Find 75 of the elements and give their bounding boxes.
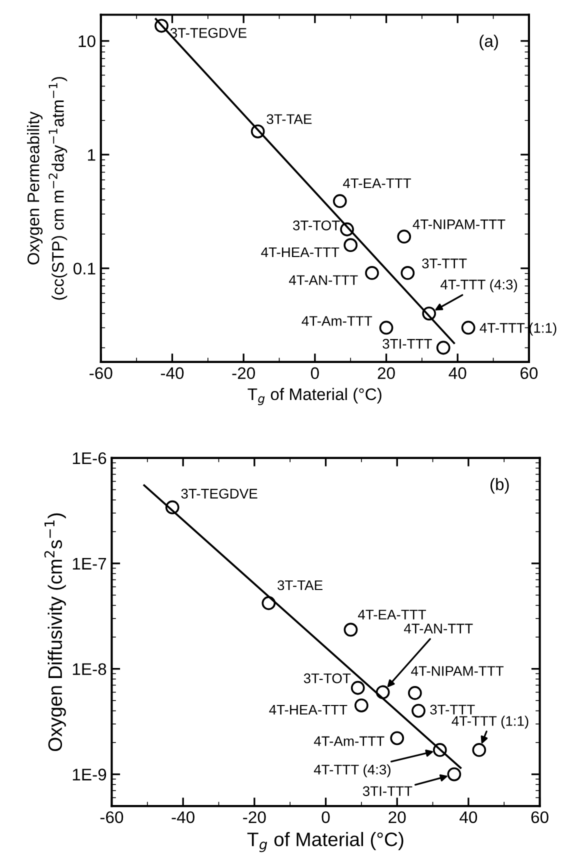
y-axis-title: Oxygen Permeability (cc(STP) cm m$^{−2}$day$^{−1}$atm$^{−1}$)	[27, 77, 68, 300]
annotation: 3TI-TTT	[382, 338, 432, 349]
point	[432, 743, 447, 757]
annotation: 4T-TTT (4:3)	[440, 279, 518, 292]
x-tick-label: -40	[172, 811, 194, 824]
x-tick-label: 40	[460, 811, 478, 824]
annotation: 4T-TTT (4:3)	[314, 764, 390, 778]
annotation: 3T-TTT	[422, 258, 467, 268]
point	[262, 596, 276, 610]
annotation: 4T-Am-TTT	[302, 316, 372, 326]
annotation: 3T-TOT	[293, 220, 340, 230]
x-tick-label: 0	[322, 811, 330, 824]
point	[344, 622, 358, 637]
annotation: 4T-TTT (1:1)	[480, 322, 556, 336]
annotation: 3T-TEGDVE	[170, 28, 246, 38]
annotation: 4T-HEA-TTT	[261, 247, 340, 258]
x-tick-label: -20	[243, 811, 266, 824]
annotation: 4T-AN-TTT	[404, 624, 473, 634]
annotation: 3T-TAE	[278, 580, 322, 590]
annotation: (b)	[490, 478, 509, 494]
point	[350, 680, 365, 695]
x-axis-title: T$_{g}$ of Material (°C)	[248, 388, 382, 406]
x-tick-label: 60	[531, 811, 548, 824]
y-tick-label: 1E-9	[72, 768, 106, 780]
annotation: 4T-HEA-TTT	[269, 705, 348, 715]
annotation: 3T-TTT	[430, 704, 475, 715]
y-axis-title: Oxygen Diffusivity (cm$^{2}$s$^{−1}$)	[44, 513, 66, 752]
annotation: 3T-TAE	[266, 114, 312, 124]
annotation: 4T-Am-TTT	[314, 736, 384, 746]
point	[332, 194, 347, 208]
x-tick-label: -20	[232, 367, 255, 380]
point	[340, 222, 354, 236]
point	[447, 767, 462, 782]
x-tick-label: -60	[100, 811, 124, 824]
annotation: 4T-TTT (1:1)	[452, 716, 528, 729]
point	[250, 124, 265, 138]
point	[461, 320, 476, 335]
x-tick-label: 20	[378, 367, 395, 380]
point	[376, 685, 390, 700]
annotation: 4T-EA-TTT	[342, 178, 412, 188]
x-tick-label: 0	[310, 367, 319, 380]
annotation: (a)	[480, 34, 498, 50]
x-tick-label: 40	[448, 367, 466, 380]
y-tick-label: 1E-7	[72, 558, 106, 570]
annotation: 3TI-TTT	[362, 786, 412, 796]
point	[397, 230, 412, 244]
point	[390, 731, 404, 746]
x-tick-label: -60	[90, 367, 112, 380]
point	[344, 238, 358, 252]
x-tick-label: 20	[388, 811, 406, 824]
x-axis-title: T$_{g}$ of Material (°C)	[247, 832, 404, 852]
annotation: 4T-AN-TTT	[288, 275, 358, 285]
point	[408, 686, 422, 700]
point	[165, 500, 180, 514]
y-tick-label: 10	[78, 35, 96, 48]
point	[354, 698, 368, 712]
point	[379, 320, 394, 335]
annotation: 3T-TEGDVE	[181, 488, 258, 499]
point	[422, 306, 436, 320]
y-tick-label: 1E-8	[72, 663, 106, 676]
point	[472, 743, 486, 757]
point	[436, 340, 450, 355]
point	[412, 704, 426, 718]
annotation: 3T-TOT	[304, 673, 351, 684]
y-tick-label: 1E-6	[72, 452, 106, 464]
point	[154, 18, 168, 33]
y-tick-label: 1	[88, 149, 96, 161]
point	[400, 266, 415, 280]
annotation: 4T-NIPAM-TTT	[412, 220, 506, 230]
y-tick-label: 0.1	[74, 262, 96, 274]
point	[365, 266, 379, 280]
annotation: 4T-EA-TTT	[358, 610, 426, 620]
x-tick-label: -40	[160, 367, 184, 380]
annotation: 4T-NIPAM-TTT	[411, 666, 504, 676]
x-tick-label: 60	[520, 367, 538, 380]
